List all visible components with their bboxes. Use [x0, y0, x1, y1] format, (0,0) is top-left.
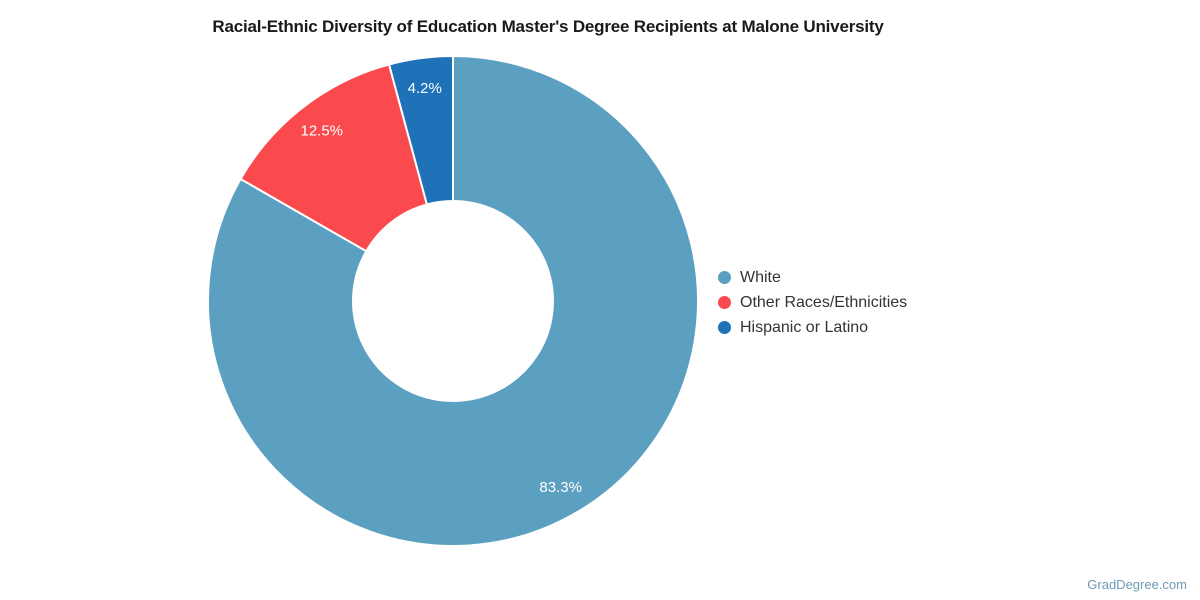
legend: White Other Races/Ethnicities Hispanic o…	[718, 265, 907, 340]
slice-value-label-2: 4.2%	[408, 80, 442, 97]
legend-item-other-races[interactable]: Other Races/Ethnicities	[718, 290, 907, 315]
legend-item-hispanic[interactable]: Hispanic or Latino	[718, 315, 907, 340]
legend-label-other-races: Other Races/Ethnicities	[740, 293, 908, 311]
legend-label-white: White	[740, 268, 781, 286]
legend-marker-white-icon	[718, 271, 731, 284]
pie-slice-2[interactable]	[388, 55, 454, 206]
watermark-link[interactable]: GradDegree.com	[1087, 577, 1187, 592]
chart-title: Racial-Ethnic Diversity of Education Mas…	[212, 17, 884, 36]
slice-value-label-1: 12.5%	[300, 123, 343, 140]
pie-slice-0[interactable]	[207, 55, 699, 547]
slice-value-label-0: 83.3%	[539, 479, 582, 496]
legend-marker-hispanic-icon	[718, 321, 731, 334]
pie-slice-1[interactable]	[239, 63, 428, 253]
legend-label-hispanic: Hispanic or Latino	[740, 318, 869, 336]
legend-item-white[interactable]: White	[718, 265, 907, 290]
legend-marker-other-races-icon	[718, 296, 731, 309]
